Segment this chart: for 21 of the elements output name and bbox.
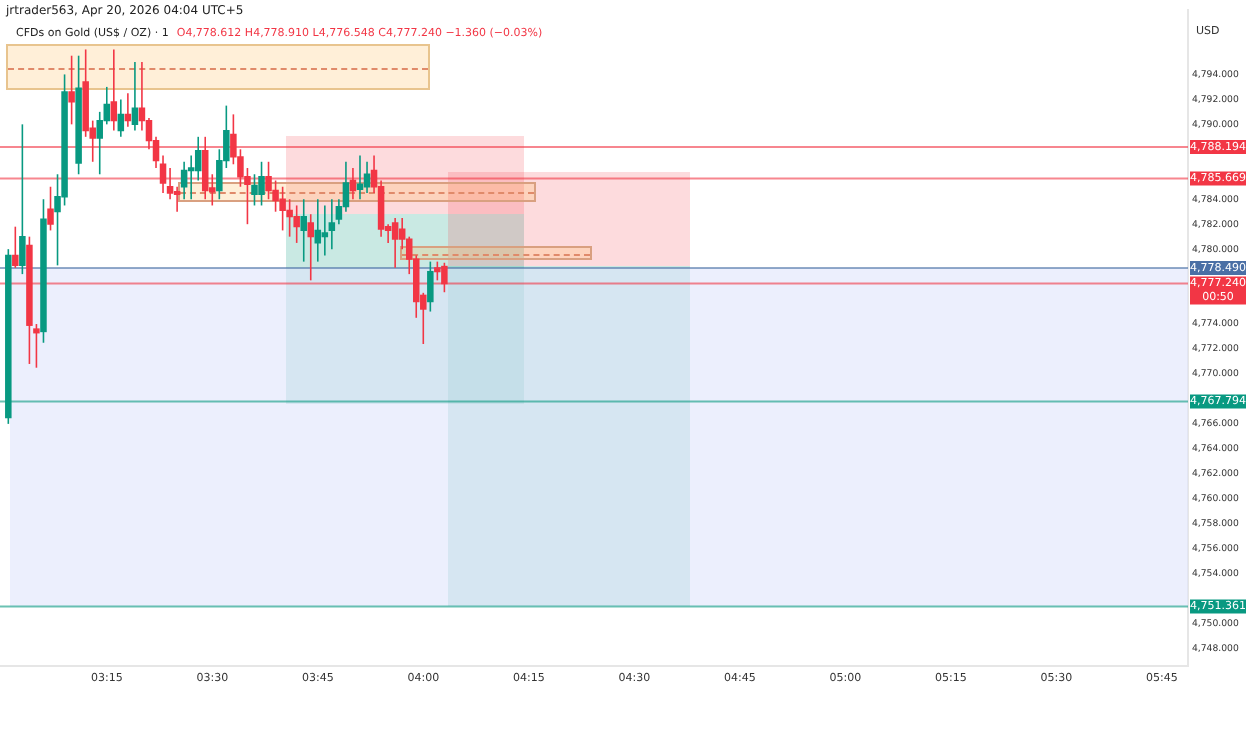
candlestick	[110, 48, 118, 132]
candlestick	[279, 185, 286, 232]
candlestick	[300, 198, 307, 263]
candlestick	[68, 54, 75, 126]
candlestick	[293, 204, 300, 244]
candlestick	[434, 260, 441, 282]
candlestick	[201, 136, 209, 201]
candlestick	[427, 260, 434, 313]
candlestick	[314, 198, 322, 263]
candlestick	[328, 198, 336, 250]
candlestick	[12, 225, 19, 269]
candlestick	[258, 160, 265, 207]
candlestick	[307, 213, 314, 282]
candlestick	[441, 261, 448, 294]
candlestick	[19, 123, 26, 275]
candlestick	[391, 217, 399, 269]
candlestick	[47, 185, 54, 232]
candlestick	[187, 154, 195, 201]
candlestick	[251, 173, 258, 207]
candlestick	[131, 61, 139, 132]
candlestick	[321, 204, 329, 257]
